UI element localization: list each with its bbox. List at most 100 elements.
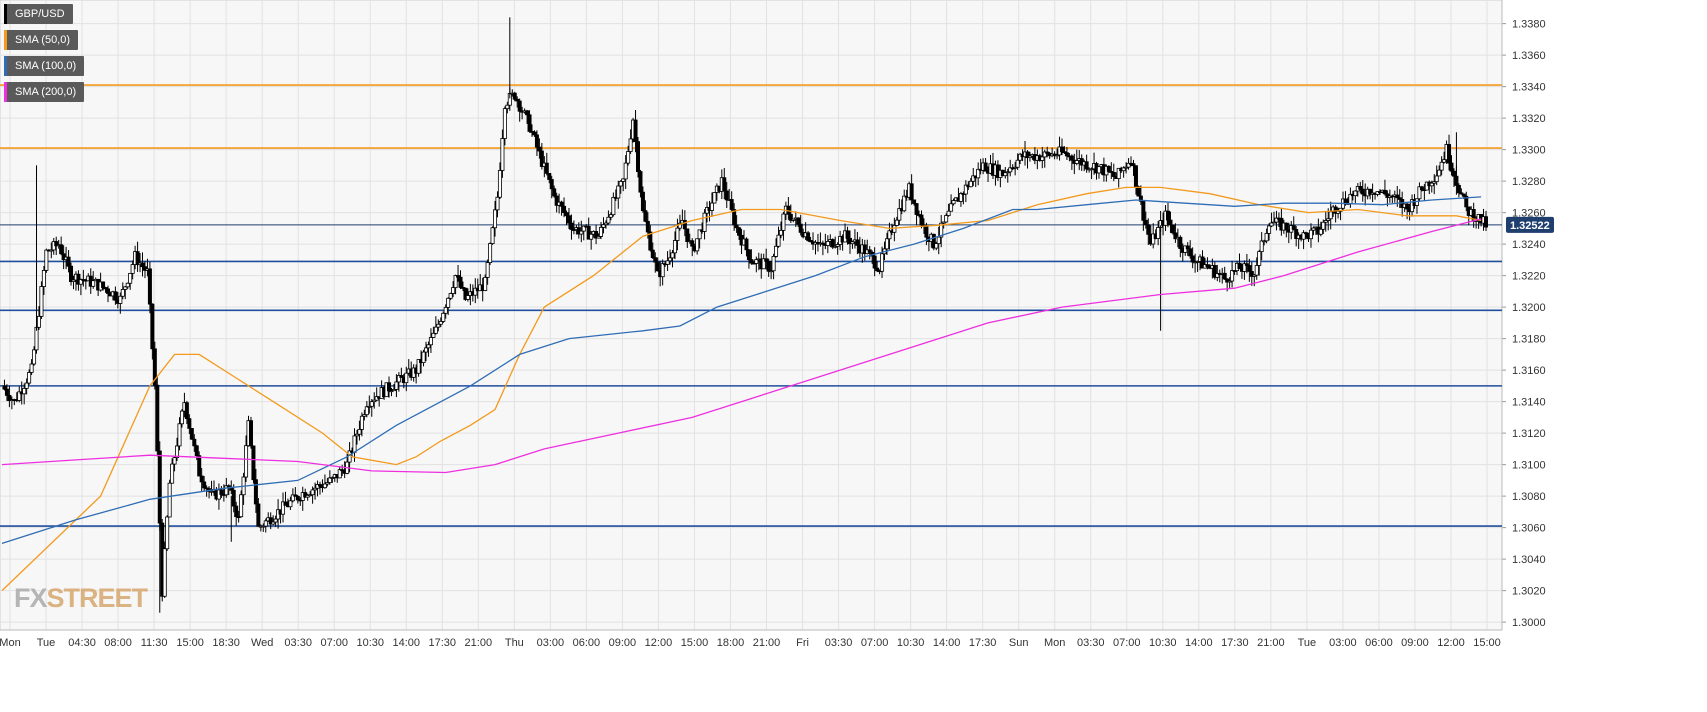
- candle-up: [500, 138, 505, 171]
- candle-up: [352, 435, 357, 453]
- candle-down: [458, 276, 463, 288]
- candle-up: [271, 521, 276, 525]
- candle-up: [1074, 160, 1079, 164]
- candle-down: [539, 150, 544, 167]
- candle-up: [1040, 156, 1045, 161]
- y-tick-label: 1.3040: [1512, 554, 1546, 566]
- legend-swatch-gbpusd: [4, 4, 7, 24]
- legend-sma200[interactable]: SMA (200,0): [4, 82, 85, 102]
- candle-down: [4, 388, 9, 396]
- sma200-line: [1, 218, 1482, 474]
- candle-down: [248, 420, 253, 447]
- candle-up: [453, 275, 458, 289]
- x-tick-label: Thu: [505, 637, 524, 649]
- candle-down: [845, 230, 850, 239]
- x-tick-label: 07:00: [320, 637, 348, 649]
- candle-down: [199, 475, 204, 483]
- candle-up: [709, 202, 714, 211]
- candle-up: [850, 241, 855, 245]
- candle-up: [1042, 151, 1047, 158]
- candle-down: [594, 231, 599, 239]
- candle-up: [1005, 171, 1010, 174]
- candle-down: [256, 503, 261, 527]
- candle-up: [493, 209, 498, 229]
- candle-up: [1262, 240, 1267, 243]
- candle-up: [364, 406, 369, 416]
- candle-up: [1015, 159, 1020, 168]
- candle-up: [880, 253, 885, 272]
- candle-up: [177, 423, 182, 447]
- candle-down: [1084, 161, 1089, 170]
- candle-down: [766, 260, 771, 272]
- candle-up: [825, 241, 830, 246]
- candle-down: [875, 267, 880, 272]
- candle-down: [872, 255, 877, 269]
- candle-down: [517, 100, 522, 112]
- candle-down: [152, 348, 157, 386]
- candle-down: [1045, 151, 1050, 154]
- candle-up: [1417, 186, 1422, 200]
- candle-up: [362, 414, 367, 417]
- candle-down: [192, 438, 197, 447]
- candle-up: [290, 494, 295, 502]
- candle-down: [931, 233, 936, 249]
- candle-up: [668, 257, 673, 262]
- candle-down: [788, 213, 793, 221]
- candle-up: [36, 315, 41, 328]
- candle-down: [1106, 165, 1111, 172]
- legend-swatch-sma100: [4, 56, 7, 76]
- candle-down: [820, 242, 825, 245]
- candle-down: [106, 288, 111, 294]
- x-tick-label: Fri: [796, 637, 809, 649]
- candle-up: [1227, 280, 1232, 283]
- candle-down: [1294, 229, 1299, 240]
- candle-up: [1003, 172, 1008, 177]
- candle-up: [665, 260, 670, 265]
- candle-up: [1121, 167, 1126, 172]
- candle-up: [473, 287, 478, 296]
- candle-down: [135, 251, 140, 266]
- candle-up: [672, 240, 677, 254]
- candle-down: [640, 191, 645, 212]
- candle-up: [1434, 175, 1439, 183]
- candle-up: [949, 203, 954, 212]
- candle-up: [601, 224, 606, 228]
- legend-label-sma50: SMA (50,0): [15, 34, 71, 46]
- candle-up: [263, 520, 268, 527]
- x-tick-label: Sun: [1009, 637, 1029, 649]
- x-tick-label: 03:00: [1329, 637, 1357, 649]
- candle-up: [1326, 218, 1331, 221]
- candle-up: [902, 195, 907, 212]
- candle-up: [17, 391, 22, 401]
- candle-up: [1437, 169, 1442, 177]
- candle-up: [1259, 240, 1264, 253]
- candle-up: [897, 208, 902, 221]
- candle-down: [569, 222, 574, 230]
- candle-up: [611, 196, 616, 216]
- candle-up: [273, 518, 278, 523]
- candle-up: [623, 162, 628, 180]
- legend-sma50[interactable]: SMA (50,0): [4, 30, 79, 50]
- y-tick-label: 1.3060: [1512, 523, 1546, 535]
- candle-down: [1111, 172, 1116, 177]
- legend-sma100[interactable]: SMA (100,0): [4, 56, 85, 76]
- y-tick-label: 1.3260: [1512, 208, 1546, 220]
- y-tick-label: 1.3360: [1512, 50, 1546, 62]
- candle-up: [774, 245, 779, 257]
- candle-up: [281, 501, 286, 515]
- candle-down: [909, 183, 914, 201]
- candle-down: [1405, 203, 1410, 210]
- candle-down: [808, 240, 813, 243]
- legend-gbpusd[interactable]: GBP/USD: [4, 4, 73, 24]
- candle-down: [1064, 152, 1069, 157]
- x-tick-label: 08:00: [104, 637, 132, 649]
- candle-down: [234, 505, 239, 518]
- candle-up: [1124, 166, 1129, 169]
- candle-down: [184, 402, 189, 420]
- candle-down: [399, 375, 404, 378]
- candle-down: [140, 262, 145, 268]
- last-price-tag: [1506, 216, 1554, 233]
- candle-down: [231, 489, 236, 507]
- y-tick-label: 1.3280: [1512, 176, 1546, 188]
